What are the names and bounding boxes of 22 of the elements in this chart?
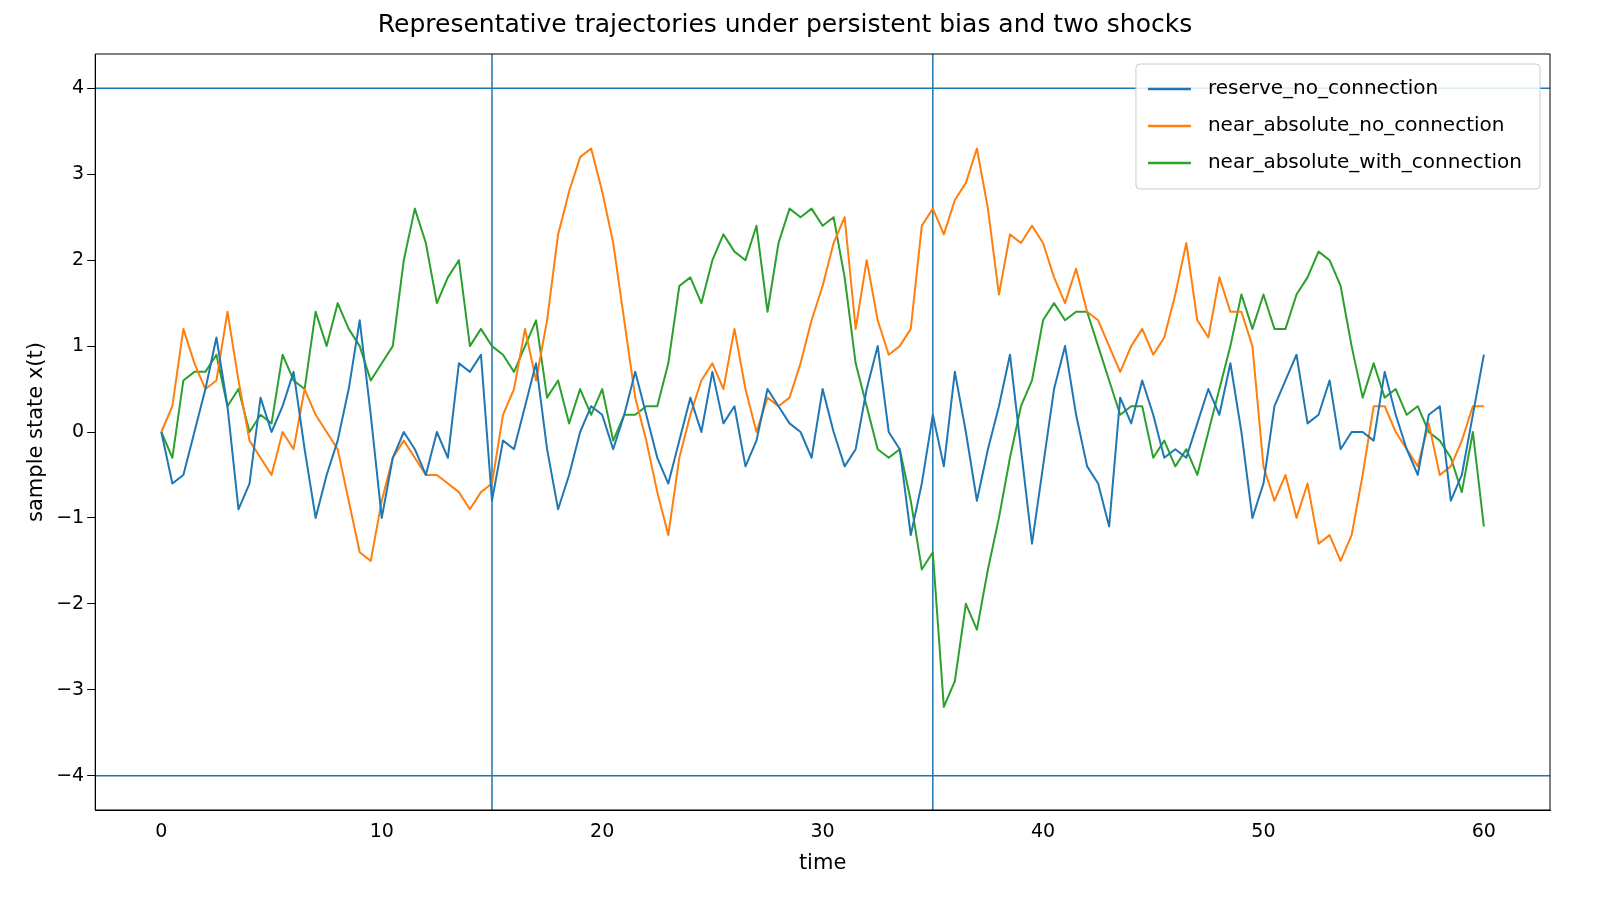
x-tick-label: 60 (1471, 819, 1496, 842)
y-tick-label: 0 (72, 418, 85, 441)
y-tick-label: −3 (56, 676, 85, 699)
x-tick-label: 50 (1251, 819, 1276, 842)
x-tick-label: 0 (155, 819, 168, 842)
y-tick-label: 4 (72, 75, 85, 98)
y-tick-label: −2 (56, 590, 85, 613)
legend-label: near_absolute_with_connection (1207, 149, 1523, 174)
x-axis-title: time (798, 849, 847, 874)
y-tick-label: −4 (56, 762, 85, 785)
x-tick-label: 10 (369, 819, 394, 842)
x-tick-label: 20 (590, 819, 615, 842)
y-tick-label: 1 (72, 333, 85, 356)
y-axis-title: sample state x(t) (23, 342, 48, 522)
legend-label: near_absolute_no_connection (1207, 112, 1505, 137)
chart-title: Representative trajectories under persistent bias and two shocks (377, 8, 1193, 38)
legend-label: reserve_no_connection (1207, 75, 1439, 100)
x-tick-label: 30 (810, 819, 835, 842)
y-tick-label: 3 (72, 161, 85, 184)
x-tick-label: 40 (1030, 819, 1056, 842)
y-tick-label: −1 (56, 504, 85, 527)
y-tick-label: 2 (72, 247, 85, 270)
